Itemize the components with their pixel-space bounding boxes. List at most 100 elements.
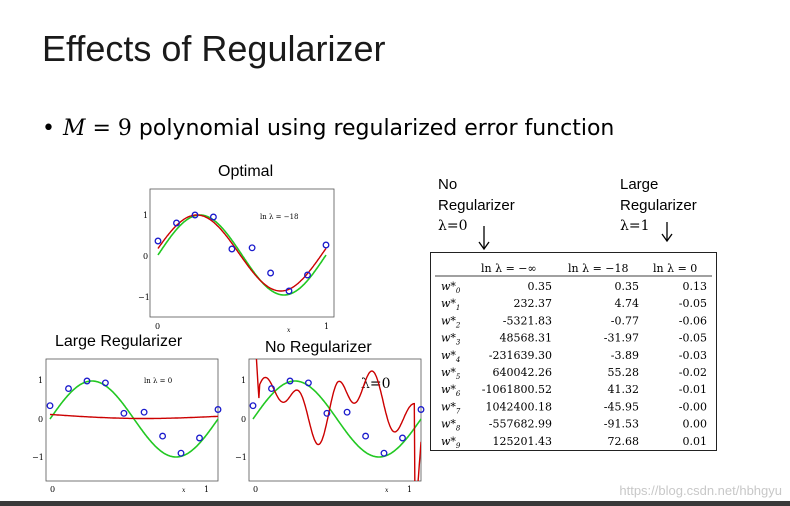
col-header-3: ln λ = 0 [653, 262, 697, 275]
data-point [196, 434, 203, 442]
data-point [286, 377, 294, 385]
table-row: w*3 48568.31 -31.97 -0.05 [441, 332, 707, 347]
fitted-curve [49, 413, 219, 420]
data-point [304, 271, 311, 279]
data-point [65, 385, 72, 393]
ytick-1: 1 [241, 376, 246, 385]
plot-label: λ=0 [361, 376, 391, 392]
coef-symbol: w*2 [441, 314, 461, 329]
coef-value: 640042.26 [493, 366, 553, 379]
caption-optimal: Optimal [218, 163, 274, 180]
ytick-neg1: −1 [138, 293, 150, 302]
data-point [417, 406, 425, 413]
coef-value: 1042400.18 [486, 400, 552, 413]
coef-value: -0.06 [679, 314, 707, 327]
table-right-caption: Large Regularizer λ=1 [620, 174, 697, 237]
data-point [228, 245, 236, 253]
plot-optimal: 1 0 −1 0 1 x ln λ = −18 [138, 188, 335, 333]
arrow-down-icon-right [661, 222, 673, 243]
coef-value: 48568.31 [500, 332, 553, 345]
data-point [177, 449, 185, 457]
x-axis-label: x [287, 327, 291, 333]
ytick-0: 0 [241, 415, 246, 424]
xtick-0: 0 [155, 322, 160, 331]
coef-symbol: w*8 [441, 418, 461, 433]
coef-value: 55.28 [608, 366, 640, 379]
coef-value: -0.05 [679, 332, 707, 345]
data-point [399, 434, 406, 442]
data-point [285, 287, 293, 295]
coef-value: 41.32 [608, 383, 640, 396]
data-point [343, 408, 351, 416]
coef-value: -0.03 [679, 349, 707, 362]
coef-value: 0.00 [683, 418, 708, 431]
plot-label: ln λ = −18 [260, 213, 299, 221]
coef-value: -0.00 [679, 400, 707, 413]
math-variable: M [62, 116, 86, 141]
col-header-1: ln λ = −∞ [481, 262, 537, 275]
xtick-0: 0 [50, 485, 55, 494]
coef-value: -91.53 [604, 418, 639, 431]
ytick-0: 0 [38, 415, 43, 424]
slide-title: Effects of Regularizer [42, 28, 386, 69]
table-row: w*1 232.37 4.74 -0.05 [441, 297, 707, 312]
data-points [249, 377, 425, 457]
true-function-curve [252, 380, 422, 458]
coef-value: -0.02 [679, 366, 707, 379]
fitted-curve [255, 359, 421, 481]
math-equation: = 9 [85, 116, 132, 141]
data-point [214, 406, 222, 413]
coef-symbol: w*6 [441, 383, 461, 398]
coef-value: 72.68 [608, 435, 640, 448]
xtick-1: 1 [204, 485, 209, 494]
bottom-bar [0, 501, 790, 506]
data-point [323, 409, 331, 417]
bullet-dot: • [42, 116, 55, 141]
table-right-caption-line1: Large [620, 176, 659, 193]
caption-no-regularizer: No Regularizer [265, 339, 372, 356]
bullet-text: polynomial using regularized error funct… [131, 116, 615, 141]
data-point [101, 379, 109, 387]
table-body: w*0 0.35 0.35 0.13 w*1 232.37 4.74 -0.05 w*2 -532… [441, 280, 707, 450]
table-left-caption-line2: Regularizer [438, 197, 515, 214]
table-left-caption-line1: No [438, 176, 458, 193]
data-point [46, 402, 54, 410]
coef-value: -31.97 [604, 332, 639, 345]
coef-value: -3.89 [611, 349, 639, 362]
data-point [209, 213, 217, 221]
table-right-caption-line2: Regularizer [620, 197, 697, 214]
data-point [159, 432, 167, 440]
coef-symbol: w*1 [441, 297, 460, 312]
coef-value: 4.74 [615, 297, 640, 310]
ytick-0: 0 [143, 252, 148, 261]
coef-value: -5321.83 [503, 314, 552, 327]
data-point [173, 219, 180, 227]
coef-value: -557682.99 [489, 418, 552, 431]
data-point [83, 377, 91, 385]
caption-large-regularizer: Large Regularizer [55, 333, 183, 350]
coef-symbol: w*4 [441, 349, 460, 364]
data-point [322, 241, 330, 249]
xtick-1: 1 [324, 322, 329, 331]
coef-value: 232.37 [514, 297, 553, 310]
coef-value: 0.35 [528, 280, 553, 293]
y-tick-labels: 1 0 −1 [138, 211, 150, 302]
table-left-caption-line3: λ=0 [438, 218, 468, 234]
table-row: w*0 0.35 0.35 0.13 [441, 280, 707, 295]
data-point [249, 402, 257, 410]
data-point [120, 409, 128, 417]
coef-value: -1061800.52 [482, 383, 552, 396]
watermark: https://blog.csdn.net/hbhgyu [619, 483, 782, 498]
data-point [248, 244, 256, 252]
data-point [268, 385, 275, 393]
data-point [140, 408, 148, 416]
coefficient-table: ln λ = −∞ ln λ = −18 ln λ = 0 w*0 0.35 0.3… [430, 252, 717, 451]
arrow-down-icon-left [478, 226, 490, 251]
data-point [304, 379, 312, 387]
table-row: w*9 125201.43 72.68 0.01 [441, 435, 707, 450]
table-row: w*5 640042.26 55.28 -0.02 [441, 366, 707, 381]
coef-symbol: w*5 [441, 366, 461, 381]
coef-value: -45.95 [604, 400, 639, 413]
data-point [154, 237, 162, 245]
coef-value: 0.01 [683, 435, 708, 448]
